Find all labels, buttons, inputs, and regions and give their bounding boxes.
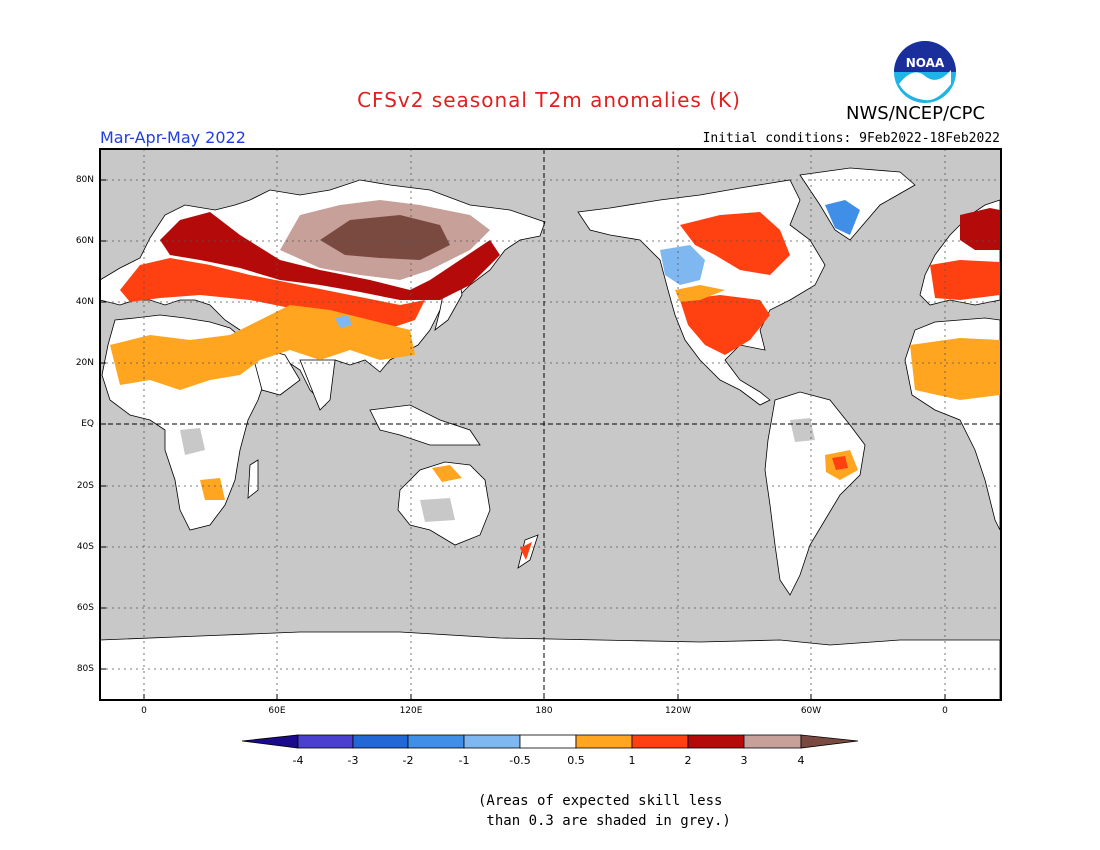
- colorbar-label: 2: [684, 754, 692, 767]
- anomaly-red-europe: [120, 258, 425, 330]
- colorbar-label: -2: [402, 754, 414, 767]
- anomaly-orange-africa-right: [910, 338, 1000, 400]
- colorbar-cell-6: [575, 734, 633, 749]
- anomaly-orange-southern-africa: [200, 478, 225, 500]
- low-skill-africa: [180, 428, 205, 455]
- lat-label-eq: EQ: [81, 419, 94, 429]
- season-label: Mar-Apr-May 2022: [100, 128, 246, 147]
- greenland: [799, 167, 916, 241]
- colorbar-cell-lt-4: [241, 734, 299, 749]
- lon-label-0: 0: [141, 706, 147, 716]
- colorbar-cell-9: [743, 734, 802, 749]
- anomaly-red-nz: [520, 542, 532, 560]
- colorbar-cell-1: [297, 734, 354, 749]
- colorbar-cell-5: [519, 734, 577, 749]
- logo-text: NOAA: [906, 56, 945, 70]
- skill-note-line-2: than 0.3 are shaded in grey.): [478, 813, 731, 829]
- anomaly-shading: [110, 200, 1000, 560]
- anomaly-darkred-europe-right: [960, 208, 1000, 250]
- colorbar-label: 3: [740, 754, 748, 767]
- colorbar-cell-2: [352, 734, 409, 749]
- colorbar: [241, 734, 859, 749]
- lat-label-80s: 80S: [76, 664, 94, 674]
- anomaly-orange-asia: [110, 305, 415, 390]
- anomaly-orange-usa: [675, 285, 725, 302]
- colorbar-cell-3: [407, 734, 465, 749]
- skill-note: (Areas of expected skill less than 0.3 a…: [478, 791, 731, 831]
- lon-label-120e: 120E: [399, 706, 423, 716]
- colorbar-label: -3: [347, 754, 359, 767]
- lat-label-80n: 80N: [75, 175, 94, 185]
- colorbar-label: 1: [628, 754, 636, 767]
- colorbar-label: 0.5: [567, 754, 585, 767]
- colorbar-cell-8: [687, 734, 745, 749]
- madagascar: [247, 459, 259, 499]
- agency-label: NWS/NCEP/CPC: [846, 103, 986, 124]
- lon-label-120w: 120W: [664, 706, 692, 716]
- colorbar-label: -1: [458, 754, 470, 767]
- south-america: [764, 391, 866, 596]
- anomaly-blue-greenland: [825, 200, 860, 235]
- lat-label-40n: 40N: [75, 297, 94, 307]
- colorbar-label: -0.5: [509, 754, 531, 767]
- india: [299, 359, 336, 411]
- map-title: CFSv2 seasonal T2m anomalies (K): [357, 88, 741, 112]
- anomaly-darkbrown-siberia: [320, 215, 450, 260]
- graticule: [100, 149, 1001, 700]
- colorbar-label: 4: [797, 754, 805, 767]
- skill-note-line-1: (Areas of expected skill less: [478, 793, 723, 809]
- anomaly-red-europe-right: [930, 260, 1000, 300]
- lon-label-60w: 60W: [800, 706, 822, 716]
- anomaly-red-usa: [680, 295, 770, 355]
- colorbar-label: -4: [292, 754, 304, 767]
- anomaly-blue-china: [335, 315, 352, 328]
- colorbar-cell-gt-4: [800, 734, 859, 749]
- lon-label-0-right: 0: [942, 706, 948, 716]
- noaa-logo: NOAA: [894, 41, 956, 103]
- anomaly-darkred-eurasia: [160, 212, 500, 300]
- colorbar-cell-7: [631, 734, 689, 749]
- initial-conditions-label: Initial conditions: 9Feb2022-18Feb2022: [702, 131, 1000, 146]
- lat-label-60s: 60S: [76, 603, 94, 613]
- lat-label-60n: 60N: [75, 236, 94, 246]
- antarctica: [99, 631, 1001, 701]
- anomaly-orange-australia: [432, 465, 462, 482]
- lon-label-60e: 60E: [268, 706, 286, 716]
- colorbar-cell-4: [463, 734, 521, 749]
- anomaly-red-canada: [680, 212, 790, 275]
- lat-label-20n: 20N: [75, 358, 94, 368]
- lon-label-180: 180: [535, 706, 553, 716]
- anomaly-red-brazil: [832, 456, 848, 470]
- equator-dateline: [100, 149, 1001, 700]
- anomaly-blue-canada: [660, 245, 705, 285]
- lat-label-20s: 20S: [76, 481, 94, 491]
- lat-label-40s: 40S: [76, 542, 94, 552]
- low-skill-australia: [420, 498, 455, 522]
- indonesia: [369, 404, 481, 446]
